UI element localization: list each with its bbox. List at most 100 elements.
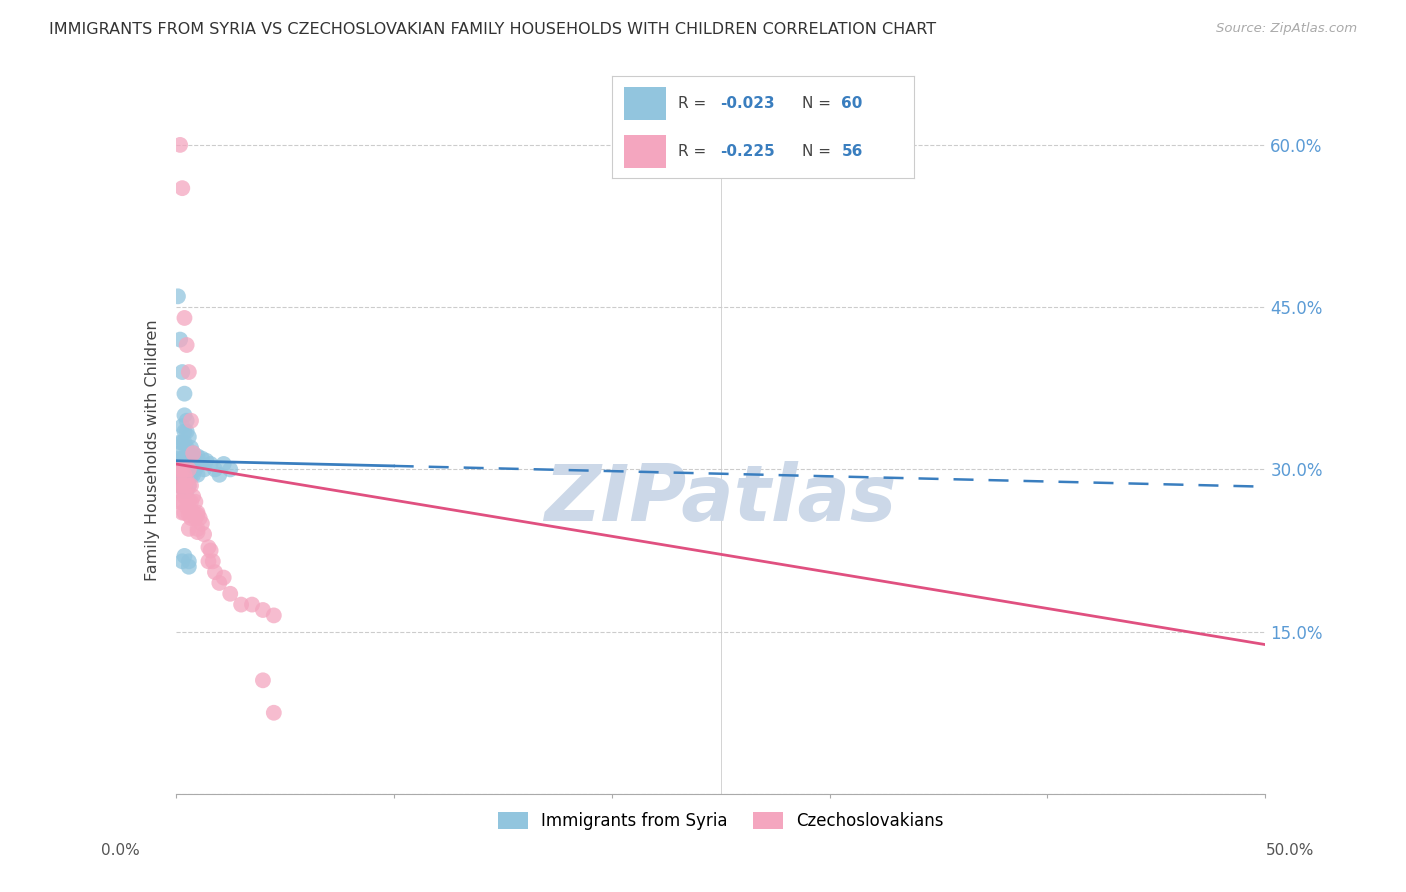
Point <box>172 554 194 568</box>
Point <box>172 419 194 434</box>
Point <box>252 603 274 617</box>
Point <box>172 506 194 520</box>
Point <box>177 467 200 482</box>
Point <box>177 508 200 522</box>
Point <box>181 446 204 460</box>
Text: 0.0%: 0.0% <box>101 843 141 858</box>
Point <box>193 462 215 476</box>
Point <box>173 490 195 504</box>
Point <box>176 462 198 476</box>
Point <box>176 451 198 466</box>
Point <box>193 527 215 541</box>
Point <box>176 490 198 504</box>
Point <box>181 446 204 460</box>
Point <box>195 454 218 468</box>
Point <box>181 457 204 471</box>
Point <box>172 478 194 492</box>
FancyBboxPatch shape <box>624 136 666 168</box>
Point <box>186 450 209 464</box>
Text: 56: 56 <box>841 145 863 160</box>
Text: -0.023: -0.023 <box>720 96 775 111</box>
Point <box>219 462 242 476</box>
Point <box>176 473 198 487</box>
Text: 50.0%: 50.0% <box>1267 843 1315 858</box>
Point <box>167 289 190 303</box>
Point <box>173 473 195 487</box>
Point <box>169 435 191 450</box>
Point <box>252 673 274 688</box>
Point <box>172 365 194 379</box>
Point <box>169 473 191 487</box>
Point <box>169 478 191 492</box>
Point <box>172 451 194 466</box>
Point <box>181 506 204 520</box>
Text: R =: R = <box>678 96 711 111</box>
Point <box>186 525 209 540</box>
Point <box>197 554 219 568</box>
Point <box>172 181 194 195</box>
Point <box>173 467 195 482</box>
Point <box>176 414 198 428</box>
Point <box>167 467 190 482</box>
Point <box>186 508 209 522</box>
Point <box>197 541 219 555</box>
Point <box>180 467 202 482</box>
Point <box>176 500 198 515</box>
Point <box>176 425 198 439</box>
Point <box>191 451 214 466</box>
Point <box>173 478 195 492</box>
Point <box>172 478 194 492</box>
Text: Source: ZipAtlas.com: Source: ZipAtlas.com <box>1216 22 1357 36</box>
Point <box>204 462 226 476</box>
Point <box>200 543 222 558</box>
Point <box>173 506 195 520</box>
Point <box>173 483 195 498</box>
Point <box>169 333 191 347</box>
Point <box>169 495 191 509</box>
Point <box>172 457 194 471</box>
Point <box>177 559 200 574</box>
Point <box>177 430 200 444</box>
FancyBboxPatch shape <box>624 87 666 120</box>
Y-axis label: Family Households with Children: Family Households with Children <box>145 319 160 582</box>
Point <box>173 310 195 325</box>
Point <box>219 587 242 601</box>
Point <box>188 457 211 471</box>
Point <box>186 506 209 520</box>
Point <box>180 478 202 492</box>
Text: ZIPatlas: ZIPatlas <box>544 460 897 537</box>
Point <box>176 441 198 455</box>
Point <box>180 414 202 428</box>
Point <box>184 451 207 466</box>
Point <box>167 462 190 476</box>
Point <box>173 409 195 423</box>
Point <box>186 522 209 536</box>
Point <box>200 457 222 471</box>
Point <box>169 483 191 498</box>
Point <box>188 511 211 525</box>
Point <box>204 565 226 579</box>
Text: IMMIGRANTS FROM SYRIA VS CZECHOSLOVAKIAN FAMILY HOUSEHOLDS WITH CHILDREN CORRELA: IMMIGRANTS FROM SYRIA VS CZECHOSLOVAKIAN… <box>49 22 936 37</box>
Point <box>212 457 235 471</box>
Text: -0.225: -0.225 <box>720 145 775 160</box>
Point <box>201 554 224 568</box>
Point <box>177 457 200 471</box>
Point <box>208 467 231 482</box>
Point <box>172 462 194 476</box>
Point <box>184 462 207 476</box>
Point <box>167 478 190 492</box>
Point <box>184 511 207 525</box>
Text: 60: 60 <box>841 96 863 111</box>
Point <box>167 451 190 466</box>
Point <box>212 570 235 584</box>
Point <box>177 462 200 476</box>
Point <box>263 706 285 720</box>
Point <box>181 467 204 482</box>
Point <box>177 495 200 509</box>
Text: R =: R = <box>678 145 711 160</box>
Point <box>173 386 195 401</box>
Point <box>173 462 195 476</box>
Point <box>177 554 200 568</box>
Point <box>173 435 195 450</box>
Point <box>173 425 195 439</box>
